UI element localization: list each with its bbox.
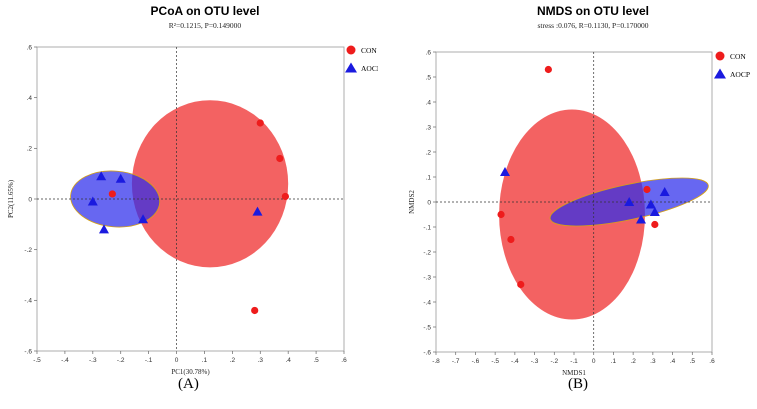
x-axis-label: NMDS1 xyxy=(562,369,586,377)
y-tick-label: .2 xyxy=(426,149,432,156)
chart-title: NMDS on OTU level xyxy=(537,4,649,18)
aocp-point xyxy=(659,187,670,196)
x-tick-label: .3 xyxy=(650,358,656,365)
legend-aocp-label: AOCP xyxy=(361,64,378,73)
x-tick-label: -.8 xyxy=(432,358,440,365)
x-tick-label: -.4 xyxy=(511,358,519,365)
x-tick-label: -.5 xyxy=(33,357,41,364)
y-tick-label: .2 xyxy=(27,146,33,153)
y-tick-label: .6 xyxy=(27,44,33,51)
legend-aocp-marker xyxy=(345,62,357,73)
y-tick-label: .5 xyxy=(426,74,432,81)
con-point xyxy=(497,210,505,219)
y-tick-label: 0 xyxy=(427,199,431,206)
x-tick-label: -.2 xyxy=(550,358,558,365)
legend-aocp-label: AOCP xyxy=(730,70,750,79)
x-tick-label: -.5 xyxy=(491,358,499,365)
y-tick-label: -.2 xyxy=(24,247,32,254)
aocp-point xyxy=(500,167,510,176)
y-tick-label: .3 xyxy=(426,124,432,131)
con-point xyxy=(507,235,515,244)
aocp-point xyxy=(649,207,660,216)
x-tick-label: .6 xyxy=(341,357,347,364)
nmds-chart: NMDS on OTU level stress :0.076, R=0.1130… xyxy=(408,4,750,377)
pcoa-chart: PCoA on OTU level R²=0.1215, P=0.149000 -.… xyxy=(7,4,381,376)
y-tick-label: .4 xyxy=(426,99,432,106)
x-axis-label: PC1(30.78%) xyxy=(171,368,210,376)
y-tick-label: -.3 xyxy=(423,274,431,281)
con-point xyxy=(281,192,289,201)
chart-subtitle: R²=0.1215, P=0.149000 xyxy=(169,21,242,30)
chart-subtitle: stress :0.076, R=0.1130, P=0.170000 xyxy=(537,21,648,30)
y-axis-label: NMDS2 xyxy=(408,190,416,214)
y-tick-label: -.6 xyxy=(24,348,32,355)
panel-label-a: (A) xyxy=(178,376,199,392)
x-tick-label: .4 xyxy=(670,358,676,365)
con-point xyxy=(643,185,651,194)
x-tick-label: .5 xyxy=(313,357,319,364)
x-tick-label: .2 xyxy=(230,357,236,364)
con-confidence-ellipse xyxy=(131,100,289,268)
legend-con-label: CON xyxy=(730,52,746,61)
y-tick-label: .4 xyxy=(27,95,33,102)
aocp-point xyxy=(138,214,149,224)
y-tick-label: -.6 xyxy=(423,349,431,356)
aocp-confidence-ellipse xyxy=(70,170,161,228)
y-axis-label: PC2(11.65%) xyxy=(7,179,15,218)
con-point xyxy=(256,119,264,127)
legend-aocp-marker xyxy=(714,68,726,79)
legend-con-label: CON xyxy=(361,46,377,55)
y-tick-label: .1 xyxy=(426,174,432,181)
x-tick-label: .2 xyxy=(630,358,636,365)
x-tick-label: .3 xyxy=(258,357,264,364)
aocp-point xyxy=(115,173,126,183)
con-point xyxy=(517,280,525,289)
panel-label-b: (B) xyxy=(568,376,588,392)
x-tick-label: -.1 xyxy=(145,357,153,364)
x-tick-label: 0 xyxy=(175,357,179,364)
pcoa-panel: PCoA on OTU level R²=0.1215, P=0.149000 -.… xyxy=(0,0,381,404)
con-point xyxy=(651,220,659,229)
chart-title: PCoA on OTU level xyxy=(151,4,260,18)
aocp-point xyxy=(624,197,635,206)
x-tick-label: -.3 xyxy=(531,358,539,365)
y-tick-label: -.4 xyxy=(423,299,431,306)
aocp-point xyxy=(87,196,98,206)
con-point xyxy=(276,154,284,163)
x-tick-label: 0 xyxy=(592,358,596,365)
x-tick-label: .1 xyxy=(611,358,617,365)
x-tick-label: .6 xyxy=(709,358,715,365)
aocp-point xyxy=(636,214,647,224)
con-point xyxy=(544,65,552,74)
con-point xyxy=(108,190,116,198)
y-tick-label: -.4 xyxy=(24,298,32,305)
aocp-point xyxy=(252,206,263,216)
y-tick-label: .6 xyxy=(426,49,432,56)
x-tick-label: -.1 xyxy=(570,358,578,365)
x-tick-label: -.2 xyxy=(117,357,125,364)
legend-con-marker xyxy=(715,51,725,61)
con-point xyxy=(251,306,259,315)
aocp-point xyxy=(98,224,109,234)
aocp-point xyxy=(645,199,656,209)
y-tick-label: -.5 xyxy=(423,324,431,331)
x-tick-label: -.3 xyxy=(89,357,97,364)
y-tick-label: 0 xyxy=(28,196,32,203)
x-tick-label: -.6 xyxy=(472,358,480,365)
aocp-point xyxy=(96,171,107,181)
y-tick-label: -.1 xyxy=(423,224,431,231)
legend-con-marker xyxy=(346,45,356,55)
nmds-panel: NMDS on OTU level stress :0.076, R=0.1130… xyxy=(384,0,757,404)
x-tick-label: .5 xyxy=(690,358,696,365)
x-tick-label: -.7 xyxy=(452,358,460,365)
x-tick-label: .4 xyxy=(285,357,291,364)
x-tick-label: -.4 xyxy=(61,357,69,364)
x-tick-label: .1 xyxy=(202,357,208,364)
y-tick-label: -.2 xyxy=(423,249,431,256)
